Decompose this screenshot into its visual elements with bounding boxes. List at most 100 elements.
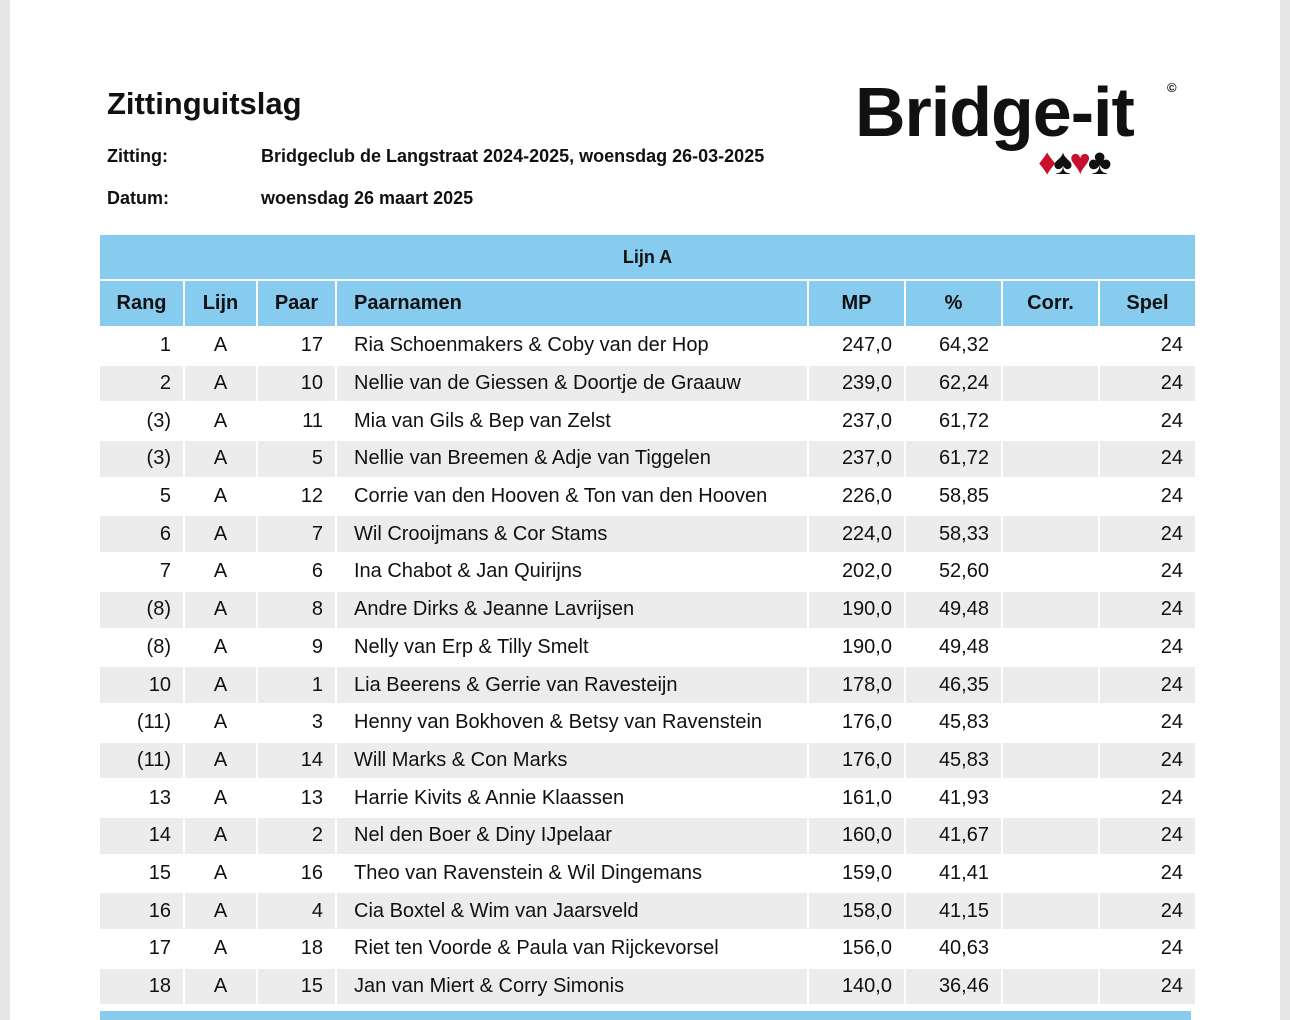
table-cell: 41,67	[906, 817, 1001, 854]
table-cell	[1003, 705, 1098, 741]
table-cell	[1003, 441, 1098, 477]
table-cell: A	[213, 334, 228, 357]
table-cell	[1003, 591, 1098, 628]
table-cell: 24	[1100, 817, 1195, 854]
table-cell: 14	[100, 817, 183, 854]
table-cell: A	[185, 441, 256, 477]
table-cell: 40,63	[938, 937, 989, 960]
table-cell: 4	[258, 893, 335, 929]
table-cell	[1003, 667, 1098, 703]
table-cell: 61,72	[906, 441, 1001, 477]
page: Zittinguitslag Zitting: Bridgeclub de La…	[10, 0, 1280, 1020]
table-cell: Ina Chabot & Jan Quirijns	[354, 560, 582, 583]
table-cell: 237,0	[841, 409, 892, 432]
table-cell: 17	[300, 334, 323, 357]
table-row: (11) A 14 Will Marks & Con Marks 176,0 45,83 2…	[100, 742, 1195, 779]
table-cell: (3)	[100, 441, 183, 477]
table-cell	[1003, 479, 1098, 515]
table-cell: 18	[300, 937, 323, 960]
column-header: MP	[809, 281, 904, 326]
table-cell	[1003, 931, 1098, 967]
table-cell: (3)	[146, 409, 171, 432]
column-header: Paarnamen	[337, 281, 807, 326]
table-cell: A	[213, 711, 228, 734]
results-table: Lijn A Rang Lijn Paar Paarnamen MP% Corr. Spel …	[98, 233, 1197, 1006]
table-cell: 62,24	[906, 365, 1001, 402]
table-cell: Jan van Miert & Corry Simonis	[337, 968, 807, 1005]
table-cell: 15	[258, 968, 335, 1005]
table-cell: 45,83	[938, 711, 989, 734]
table-cell	[1003, 630, 1098, 666]
table-cell: 3	[311, 711, 323, 734]
table-cell: 6	[100, 516, 183, 553]
table-cell: 176,0	[809, 742, 904, 779]
table-cell: 24	[1160, 711, 1183, 734]
table-row: 7 A 6 Ina Chabot & Jan Quirijns 202,0 52,60 24	[100, 554, 1195, 590]
table-cell: A	[213, 786, 228, 809]
table-cell: 24	[1160, 560, 1183, 583]
table-cell: Wil Crooijmans & Cor Stams	[337, 516, 807, 553]
table-cell: 49,48	[938, 635, 989, 658]
table-cell: A	[185, 516, 256, 553]
table-cell: 61,72	[938, 409, 989, 432]
table-cell: A	[185, 667, 256, 703]
table-cell: 247,0	[841, 334, 892, 357]
table-cell: 239,0	[809, 365, 904, 402]
table-cell: 24	[1100, 516, 1195, 553]
table-cell: 41,41	[938, 861, 989, 884]
table-cell: A	[213, 409, 228, 432]
table-row: 17 A 18 Riet ten Voorde & Paula van Rijckev…	[100, 931, 1195, 967]
table-cell: 49,48	[906, 591, 1001, 628]
table-cell: Nel den Boer & Diny IJpelaar	[337, 817, 807, 854]
table-cell: 24	[1100, 365, 1195, 402]
table-row: 1 A 17 Ria Schoenmakers & Coby van der Hop 2…	[100, 328, 1195, 364]
table-cell: 10	[100, 667, 183, 703]
table-cell: 7	[159, 560, 171, 583]
table-cell: 158,0	[809, 893, 904, 929]
column-header: Corr.	[1003, 281, 1098, 326]
table-cell	[1003, 365, 1098, 402]
table-cell: 14	[258, 742, 335, 779]
table-cell: 58,85	[938, 485, 989, 508]
table-row: 18 A 15 Jan van Miert & Corry Simonis 140,0 3…	[100, 968, 1195, 1005]
table-cell: A	[185, 742, 256, 779]
table-row: 6 A 7 Wil Crooijmans & Cor Stams 224,0 58,33 2…	[100, 516, 1195, 553]
table-cell: A	[213, 861, 228, 884]
table-cell: 190,0	[809, 591, 904, 628]
table-cell: Nellie van de Giessen & Doortje de Graau…	[337, 365, 807, 402]
table-cell: Ria Schoenmakers & Coby van der Hop	[354, 334, 709, 357]
field-value: woensdag 26 maart 2025	[261, 188, 474, 208]
table-cell: A	[213, 485, 228, 508]
table-cell: 6	[311, 560, 323, 583]
logo-mark: ©	[1167, 80, 1177, 95]
table-cell: 24	[1100, 591, 1195, 628]
table-cell: 12	[300, 485, 323, 508]
table-cell: 9	[311, 635, 323, 658]
table-cell: 10	[258, 365, 335, 402]
table-cell: A	[185, 365, 256, 402]
table-cell: A	[185, 893, 256, 929]
table-cell: 202,0	[841, 560, 892, 583]
table-cell: 36,46	[906, 968, 1001, 1005]
table-cell: 190,0	[841, 635, 892, 658]
table-row: 10 A 1 Lia Beerens & Gerrie van Ravesteijn 1…	[100, 667, 1195, 703]
table-cell: Nelly van Erp & Tilly Smelt	[354, 635, 589, 658]
table-cell: 24	[1100, 742, 1195, 779]
table-cell: 159,0	[841, 861, 892, 884]
logo: Bridge-it © ♦♠♥♣	[855, 72, 1185, 192]
table-cell: 237,0	[809, 441, 904, 477]
table-cell: 13	[300, 786, 323, 809]
table-cell	[1003, 856, 1098, 892]
logo-suits: ♦♠♥♣	[1038, 144, 1111, 180]
table-row: 15 A 16 Theo van Ravenstein & Wil Dingemans…	[100, 856, 1195, 892]
table-cell: 24	[1160, 635, 1183, 658]
table-cell: Nellie van Breemen & Adje van Tiggelen	[337, 441, 807, 477]
table-cell: 156,0	[841, 937, 892, 960]
table-cell	[1003, 893, 1098, 929]
table-cell: 178,0	[809, 667, 904, 703]
table-cell	[1003, 968, 1098, 1005]
table-row: (8) A 9 Nelly van Erp & Tilly Smelt 190,0 49,…	[100, 630, 1195, 666]
table-cell: A	[185, 591, 256, 628]
table-cell: A	[185, 968, 256, 1005]
table-cell: 226,0	[841, 485, 892, 508]
